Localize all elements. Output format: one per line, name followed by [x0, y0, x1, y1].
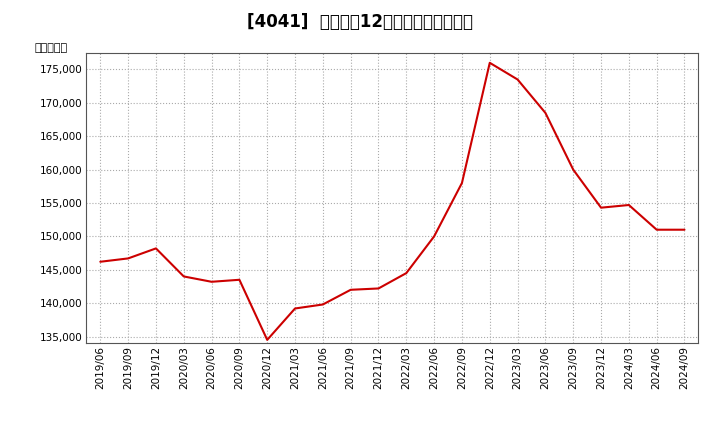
Text: （百万円）: （百万円） [35, 43, 68, 53]
Text: [4041]  売上高の12か月移動合計の推移: [4041] 売上高の12か月移動合計の推移 [247, 13, 473, 31]
